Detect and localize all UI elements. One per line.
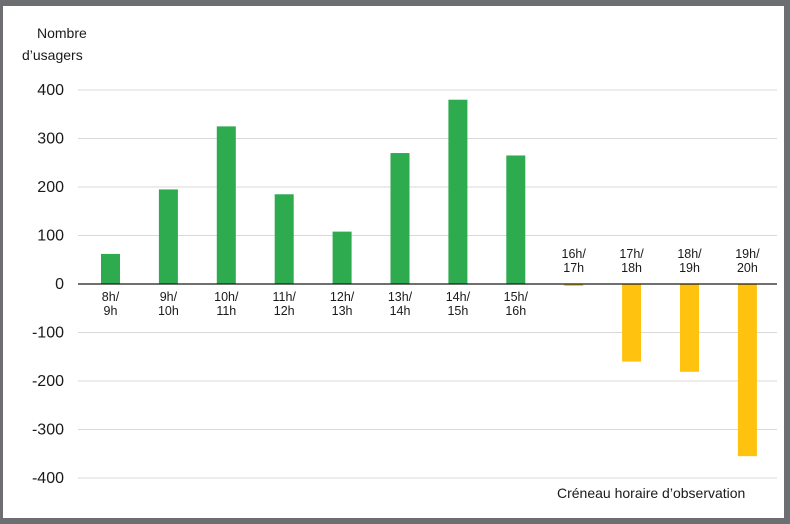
bar <box>737 284 757 457</box>
y-tick-label: -300 <box>32 422 64 439</box>
category-label: 17h/18h <box>619 247 644 275</box>
bar <box>622 284 642 362</box>
x-axis-title: Créneau horaire d’observation <box>557 485 745 501</box>
category-labels: 8h/9h 9h/10h 10h/11h 11h/12h 12h/13h 13h/14h 1… <box>102 247 760 318</box>
y-tick-label: -400 <box>32 470 64 487</box>
bars <box>101 99 757 457</box>
category-label: 15h/16h <box>504 290 529 318</box>
y-tick-label: 0 <box>55 276 64 293</box>
category-label: 16h/17h <box>562 247 587 275</box>
bar <box>101 253 120 284</box>
category-label: 18h/19h <box>677 247 702 275</box>
category-label: 14h/15h <box>446 290 471 318</box>
category-label: 13h/14h <box>388 290 413 318</box>
bar <box>158 189 178 284</box>
bar <box>216 126 236 284</box>
y-tick-label: 200 <box>37 179 64 196</box>
category-label: 10h/11h <box>214 290 239 318</box>
category-label: 11h/12h <box>272 290 296 318</box>
category-label: 12h/13h <box>330 290 355 318</box>
bar <box>332 231 352 284</box>
bar <box>506 155 526 284</box>
y-tick-label: 400 <box>37 82 64 99</box>
bar <box>448 99 468 284</box>
category-label: 19h/20h <box>735 247 760 275</box>
category-label: 9h/10h <box>158 290 179 318</box>
category-label: 8h/9h <box>102 290 120 318</box>
y-tick-labels: 400 300 200 100 0 -100 -200 -300 -400 <box>32 82 64 487</box>
bar <box>680 284 699 372</box>
grid-lines <box>78 89 777 479</box>
y-axis-title: Nombre d’usagers <box>22 25 91 63</box>
y-tick-label: -100 <box>32 325 64 342</box>
y-tick-label: 100 <box>37 228 64 245</box>
bar <box>274 194 294 284</box>
bar <box>564 284 584 286</box>
y-tick-label: -200 <box>32 373 64 390</box>
bar <box>390 153 410 284</box>
y-tick-label: 300 <box>37 131 64 148</box>
